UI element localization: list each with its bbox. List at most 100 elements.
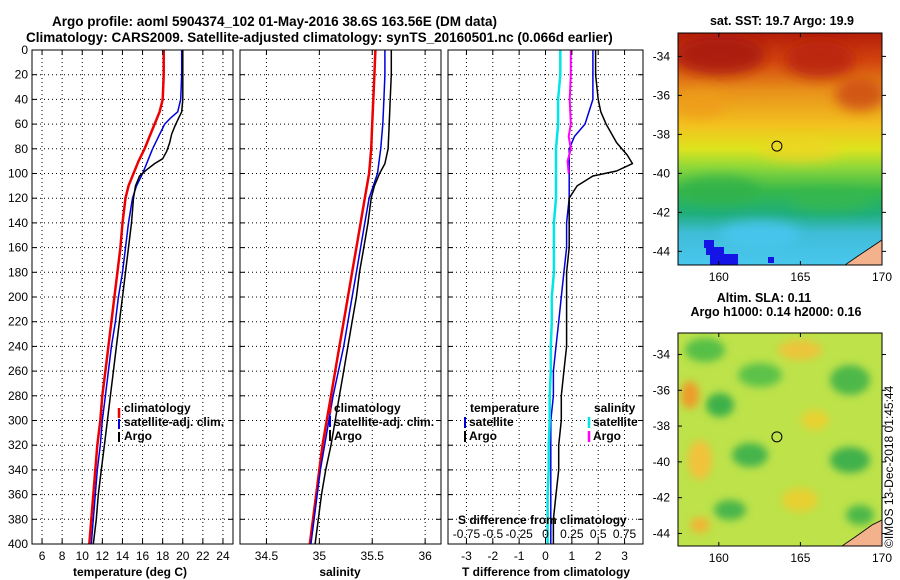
argo-location-marker <box>771 431 783 443</box>
series-line-climatology <box>308 49 377 545</box>
s-diff-tick-label: 0.25 <box>560 527 584 541</box>
sst-map-title: sat. SST: 19.7 Argo: 19.9 <box>710 14 854 28</box>
salinity-x-label: salinity <box>319 565 361 579</box>
depth-tick-label: 40 <box>15 92 29 106</box>
x-tick-label: 22 <box>196 549 210 563</box>
depth-tick-label: 360 <box>8 488 28 502</box>
x-tick-label: 2 <box>595 549 602 563</box>
depth-tick-label: 400 <box>8 537 28 551</box>
legend-label-temp-argo: Argo <box>469 429 497 443</box>
salinity-grid <box>240 49 441 545</box>
map-x-tick-label: 170 <box>872 270 892 284</box>
depth-tick-label: 240 <box>8 339 28 353</box>
legend-label-argo: Argo <box>124 429 152 443</box>
series-line-climatology <box>88 50 165 545</box>
depth-tick-label: 120 <box>8 191 28 205</box>
s-difference-label: S difference from climatology <box>458 513 627 527</box>
temperature-legend: climatology satellite-adj. clim. Argo <box>117 401 224 443</box>
figure-subtitle: Climatology: CARS2009. Satellite-adjuste… <box>26 30 613 45</box>
legend-label-argo: Argo <box>334 429 362 443</box>
depth-tick-label: 340 <box>8 463 28 477</box>
x-tick-label: 12 <box>96 549 110 563</box>
map-y-tick-label: -34 <box>653 49 671 63</box>
s-diff-tick-label: -0.75 <box>453 527 481 541</box>
series-line-temperature-argo <box>552 50 634 544</box>
series-line-argo <box>314 50 393 545</box>
s-diff-tick-label: -0.5 <box>482 527 503 541</box>
sla-map: Altim. SLA: 0.11 Argo h1000: 0.14 h2000:… <box>653 291 893 565</box>
series-line-satellite-adj-clim- <box>90 50 183 545</box>
map-x-tick-label: 160 <box>709 270 729 284</box>
map-y-tick-label: -42 <box>653 205 671 219</box>
salinity-difference-ticks: -0.75 -0.5 -0.25 0 0.25 0.5 0.75 <box>453 527 637 541</box>
x-tick-label: -2 <box>487 549 498 563</box>
x-tick-label: 36 <box>418 549 432 563</box>
depth-tick-label: 260 <box>8 364 28 378</box>
map-y-tick-label: -38 <box>653 127 671 141</box>
x-tick-label: 35.5 <box>361 549 385 563</box>
sla-field <box>678 333 882 546</box>
temperature-grid <box>32 49 233 545</box>
x-tick-label: 16 <box>136 549 150 563</box>
map-y-tick-label: -38 <box>653 419 671 433</box>
s-diff-tick-label: 0.75 <box>613 527 637 541</box>
series-line-salinity-satellite <box>546 50 562 544</box>
legend-label-sal-satellite: satellite <box>593 415 638 429</box>
sst-map-frame <box>677 32 883 266</box>
x-tick-label: 3 <box>621 549 628 563</box>
legend-label-satellite: satellite-adj. clim. <box>334 415 434 429</box>
map-y-tick-label: -36 <box>653 383 671 397</box>
map-y-tick-label: -42 <box>653 491 671 505</box>
sst-field-texture <box>678 35 882 249</box>
difference-temperature-legend: temperature satellite Argo <box>464 401 540 443</box>
sla-map-frame <box>677 332 883 547</box>
depth-tick-label: 300 <box>8 414 28 428</box>
map-x-tick-label: 160 <box>709 551 729 565</box>
depth-tick-label: 320 <box>8 438 28 452</box>
depth-tick-label: 200 <box>8 290 28 304</box>
legend-label-sal-argo: Argo <box>593 429 621 443</box>
depth-tick-label: 60 <box>15 117 29 131</box>
sla-field-texture <box>681 338 874 533</box>
temperature-x-label: temperature (deg C) <box>73 565 187 579</box>
series-line-argo <box>92 50 184 545</box>
depth-tick-label: 380 <box>8 512 28 526</box>
legend-label-temp-satellite: satellite <box>469 415 514 429</box>
x-tick-label: 8 <box>59 549 66 563</box>
x-tick-label: 34.5 <box>255 549 279 563</box>
sst-map: sat. SST: 19.7 Argo: 19.9 160 16 <box>653 14 893 284</box>
argo-location-marker <box>771 140 783 152</box>
difference-salinity-legend: salinity satellite Argo <box>587 401 638 443</box>
salinity-ticks: 34.5 35 35.5 36 <box>240 49 441 563</box>
sla-map-ticks: 160 165 170 -34 -36 -38 -40 -42 -44 <box>653 333 892 565</box>
temperature-series <box>88 50 184 545</box>
x-tick-label: 24 <box>216 549 230 563</box>
series-line-temperature-satellite <box>550 50 594 544</box>
series-line-satellite-adj-clim- <box>310 50 386 545</box>
sst-coast-blue <box>704 240 774 265</box>
depth-tick-label: 220 <box>8 315 28 329</box>
salinity-panel: 34.5 35 35.5 36 salinity climatology satell… <box>239 49 442 579</box>
depth-tick-labels: 0 20 40 60 80 100 120 140 160 180 200 220 240 260 280 3… <box>8 43 28 551</box>
difference-ticks: -3 -2 -1 0 1 2 3 <box>448 49 643 563</box>
depth-tick-label: 280 <box>8 389 28 403</box>
map-y-tick-label: -44 <box>653 526 671 540</box>
map-y-tick-label: -44 <box>653 244 671 258</box>
x-tick-label: 14 <box>116 549 130 563</box>
temperature-panel: 6 8 10 12 14 16 18 20 22 24 0 20 40 60 80 100 120 140 160… <box>8 43 234 579</box>
depth-tick-label: 180 <box>8 265 28 279</box>
legend-label-satellite: satellite-adj. clim. <box>124 415 224 429</box>
map-x-tick-label: 165 <box>790 270 810 284</box>
x-tick-label: -3 <box>461 549 472 563</box>
t-difference-label: T difference from climatology <box>462 565 630 579</box>
imos-timestamp: ©IMOS 13-Dec-2018 01:45:44 <box>882 385 896 548</box>
sla-map-subtitle: Argo h1000: 0.14 h2000: 0.16 <box>691 305 862 319</box>
depth-tick-label: 160 <box>8 241 28 255</box>
x-tick-label: 1 <box>569 549 576 563</box>
x-tick-label: 0 <box>542 549 549 563</box>
s-diff-tick-label: 0.5 <box>590 527 607 541</box>
salinity-series <box>308 49 393 545</box>
sla-land <box>841 519 882 546</box>
depth-tick-label: 20 <box>15 68 29 82</box>
